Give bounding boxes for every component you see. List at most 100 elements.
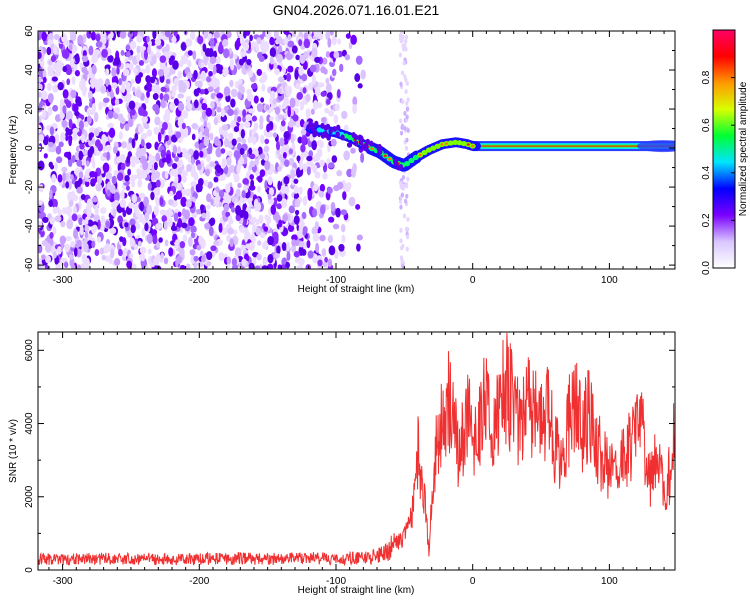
noise-blob [282,152,287,159]
noise-blob [274,252,280,259]
noise-blob [239,34,245,45]
x-tick-label: -300 [53,275,73,286]
colorbar-label: Normalized spectral amplitude [738,81,749,216]
noise-blob [38,212,42,219]
noise-blob [404,226,409,232]
colorbar-ticks: 0.0 0.2 0.4 0.6 0.8 [701,70,735,275]
noise-blob [290,133,295,144]
noise-blob [244,41,250,51]
noise-blob [55,68,61,77]
noise-blob [77,34,84,45]
snr-x-label: Height of straight line (km) [298,585,415,596]
noise-blob [319,183,326,193]
noise-blob [317,102,323,109]
noise-blob [182,109,189,119]
noise-blob [52,104,59,112]
noise-blob [145,142,152,149]
noise-blob [319,159,325,167]
noise-blob [67,191,72,202]
noise-blob [226,256,232,265]
noise-blob [218,189,225,198]
noise-blob [159,209,167,216]
noise-blob [306,240,311,249]
noise-blob [269,36,275,44]
noise-blob [175,257,179,268]
noise-blob [259,134,265,145]
noise-blob [42,76,47,84]
noise-blob [139,192,146,199]
noise-blob [323,68,328,75]
noise-blob [221,124,229,131]
noise-blob [73,228,79,240]
track-halo [332,125,337,132]
noise-blob [131,193,138,204]
noise-blob [191,133,196,141]
noise-blob [173,212,179,222]
noise-blob [88,45,94,56]
noise-blob [227,108,234,117]
track-band-flare [637,140,675,153]
noise-blob [128,100,136,110]
noise-blob [90,31,97,41]
noise-blob [311,74,317,85]
noise-blob [81,66,88,74]
noise-blob [400,125,404,131]
noise-blob [76,186,83,194]
noise-blob [171,36,177,44]
noise-blob [199,204,205,212]
track-blob-core [471,144,475,148]
noise-blob [76,159,83,167]
noise-blob [69,257,75,268]
y-tick-label: 40 [24,64,35,76]
noise-blob [81,134,86,144]
noise-blob [78,150,84,161]
noise-blob [404,198,408,204]
noise-blob [253,95,259,104]
noise-blob [181,188,186,197]
noise-blob [124,62,131,69]
noise-blob [297,230,301,238]
noise-blob [67,179,72,191]
noise-blob [401,264,405,269]
noise-blob [325,204,330,211]
noise-blob [233,126,239,133]
noise-blob [86,107,91,116]
noise-blob [101,48,108,58]
noise-blob [41,31,48,42]
noise-blob [399,81,403,87]
noise-blob [234,247,242,257]
noise-blob [117,113,124,122]
noise-blob [161,157,167,163]
noise-blob [190,232,196,239]
noise-blob [163,220,168,231]
noise-blob [221,39,229,47]
noise-blob [293,251,300,258]
noise-blob [128,137,133,143]
noise-blob [193,150,200,160]
noise-blob [89,127,96,133]
x-tick-label: 100 [601,275,618,286]
noise-blob [269,47,277,58]
noise-blob [276,203,282,210]
noise-blob [298,241,305,248]
noise-blob [177,102,185,112]
noise-blob [58,141,64,148]
noise-blob [152,93,159,101]
noise-blob [241,190,246,199]
noise-blob [114,98,120,106]
noise-blob [91,159,96,169]
noise-blob [241,258,247,267]
noise-blob [101,36,107,45]
noise-blob [398,199,403,205]
noise-blob [94,248,100,257]
noise-blob [185,95,192,102]
noise-blob [182,234,188,243]
noise-blob [325,77,330,85]
noise-blob [280,198,288,209]
noise-blob [275,140,281,151]
noise-blob [192,50,197,61]
noise-blob [286,241,290,252]
noise-blob [336,88,341,99]
noise-blob [307,250,314,259]
noise-blob [215,55,221,65]
